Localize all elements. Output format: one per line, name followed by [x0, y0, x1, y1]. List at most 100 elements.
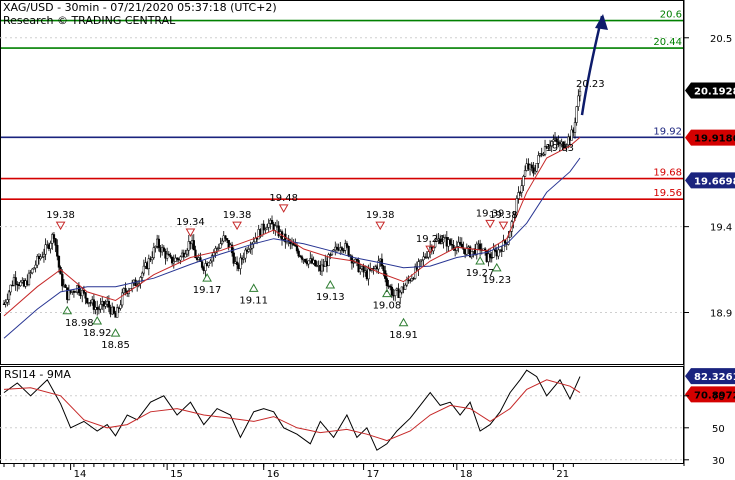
candle-body: [377, 260, 380, 270]
low-label: 19.27: [466, 268, 495, 279]
candle-body: [389, 285, 392, 288]
high-label: 19.34: [176, 217, 205, 228]
candle-body: [214, 248, 217, 254]
candle-body: [84, 292, 87, 299]
candle-body: [522, 176, 525, 186]
candle-body: [200, 261, 204, 268]
candle-body: [359, 268, 362, 273]
candle-body: [56, 245, 59, 257]
candle-body: [350, 255, 354, 264]
candle-body: [342, 249, 345, 252]
candle-body: [116, 307, 119, 318]
candle-body: [563, 146, 567, 148]
y-tick-label: 20.5: [710, 34, 732, 45]
rsi-y-tick-label: 30: [712, 456, 725, 467]
high-marker-icon: [375, 221, 386, 231]
candle-body: [194, 249, 197, 259]
candle-body: [329, 254, 332, 256]
candle-body: [562, 141, 565, 148]
candle-body: [575, 106, 578, 123]
level-label: 19.92: [653, 126, 682, 137]
high-label: 19.24: [416, 234, 445, 245]
candle-body: [335, 246, 339, 249]
candle-body: [357, 260, 360, 273]
candle-body: [61, 273, 64, 287]
high-marker-icon: [485, 219, 495, 229]
candle-body: [74, 291, 77, 293]
candle-body: [362, 266, 365, 273]
candle-body: [107, 301, 111, 308]
low-label: 18.92: [83, 328, 112, 339]
candle-body: [86, 297, 89, 304]
candle-body: [518, 192, 522, 194]
candle-body: [170, 256, 174, 264]
candle-body: [157, 238, 160, 248]
candle-body: [265, 227, 269, 230]
candle-body: [449, 239, 452, 245]
ma-value-label: 19.83: [545, 143, 574, 154]
high-label: 19.39: [476, 208, 505, 219]
low-label: 18.91: [389, 330, 418, 341]
candle-body: [299, 255, 302, 258]
rsi-badge: 70.8972: [694, 390, 735, 401]
candle-body: [412, 278, 415, 280]
low-marker-icon: [92, 316, 103, 325]
candle-body: [487, 253, 490, 262]
rsi-y-tick-label: 50: [712, 424, 725, 435]
candle-body: [404, 284, 407, 290]
high-label: 19.48: [269, 193, 298, 204]
candle-body: [162, 247, 165, 252]
candlesticks: [2, 86, 582, 318]
candle-body: [97, 308, 101, 311]
candle-body: [42, 253, 46, 258]
x-tick-label: 21: [556, 469, 569, 480]
candle-body: [82, 290, 86, 293]
candle-body: [142, 265, 145, 274]
candle-body: [81, 290, 84, 297]
price-badge: 19.9186: [694, 134, 735, 145]
candle-body: [6, 299, 9, 303]
candle-body: [410, 278, 414, 282]
candle-body: [542, 154, 545, 156]
candle-body: [54, 238, 57, 246]
candle-body: [295, 245, 299, 252]
candle-body: [167, 253, 170, 256]
candle-body: [450, 243, 453, 246]
candle-body: [577, 95, 580, 107]
x-tick-label: 18: [460, 469, 473, 480]
candle-body: [239, 257, 242, 269]
candle-body: [51, 234, 54, 244]
candle-body: [249, 248, 252, 250]
candle-body: [532, 167, 535, 174]
low-label: 18.85: [101, 340, 130, 351]
candle-body: [347, 245, 350, 257]
candle-body: [172, 261, 175, 264]
level-label: 19.56: [653, 188, 682, 199]
candle-body: [210, 255, 214, 262]
candle-body: [244, 249, 247, 259]
price-badge: 19.6698: [694, 176, 735, 187]
candle-body: [36, 256, 39, 266]
rsi-panel-frame: [0, 366, 684, 464]
candle-body: [174, 257, 177, 262]
candle-body: [533, 170, 537, 174]
candle-body: [345, 243, 349, 247]
candle-body: [442, 237, 445, 243]
low-label: 19.08: [373, 301, 402, 312]
candle-body: [192, 240, 195, 251]
candle-body: [220, 240, 224, 244]
candle-body: [517, 192, 520, 199]
candle-body: [320, 264, 324, 272]
candle-body: [297, 250, 300, 257]
candle-body: [307, 260, 310, 265]
candle-body: [470, 251, 473, 258]
candle-body: [422, 256, 425, 261]
candle-body: [235, 261, 239, 266]
candle-body: [44, 244, 47, 255]
low-label: 18.98: [65, 318, 94, 329]
candle-body: [419, 259, 422, 262]
rsi-line: [3, 369, 581, 451]
low-label: 19.11: [239, 295, 268, 306]
candle-body: [112, 306, 116, 314]
